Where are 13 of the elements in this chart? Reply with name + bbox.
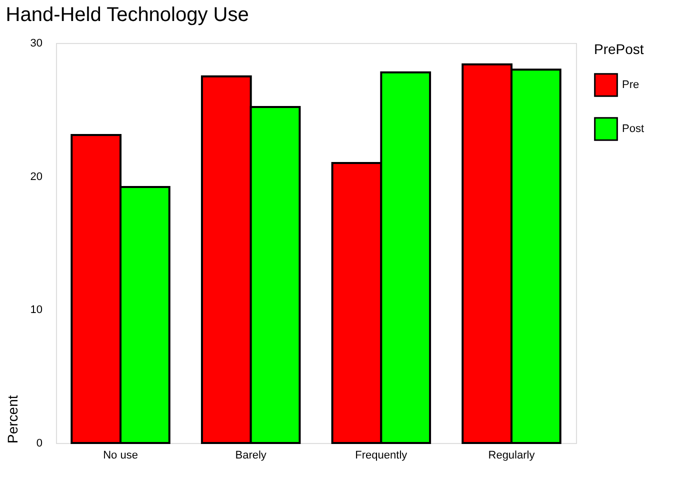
y-tick-label: 20 bbox=[30, 170, 42, 183]
y-axis-title: Percent bbox=[4, 395, 20, 444]
legend-label: Post bbox=[622, 123, 644, 135]
x-tick-label: No use bbox=[103, 450, 138, 462]
y-tick-label: 30 bbox=[30, 38, 42, 50]
y-tick-label: 0 bbox=[36, 438, 42, 450]
x-tick-label: Barely bbox=[235, 450, 267, 462]
y-tick-label: 10 bbox=[30, 304, 42, 316]
legend-title: PrePost bbox=[594, 41, 644, 57]
legend-label: Pre bbox=[622, 79, 640, 91]
x-tick-label: Frequently bbox=[355, 450, 408, 462]
chart-title: Hand-Held Technology Use bbox=[6, 4, 249, 26]
x-tick-label: Regularly bbox=[488, 450, 536, 462]
